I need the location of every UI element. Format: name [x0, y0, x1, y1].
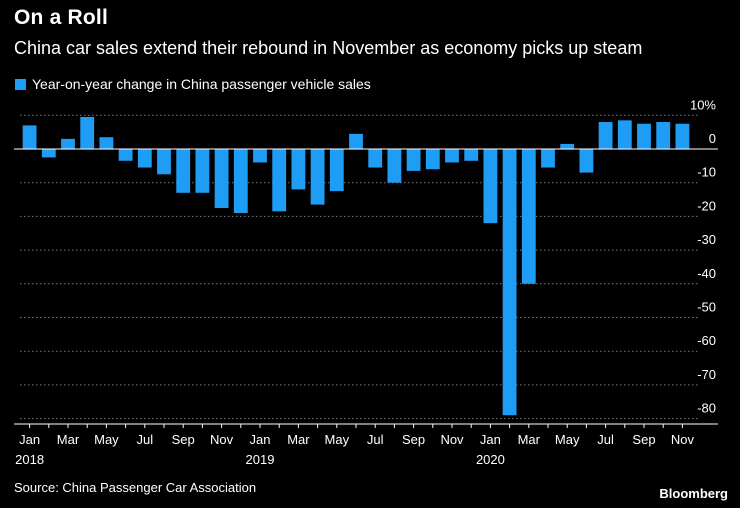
bar: [118, 149, 133, 161]
source-note: Source: China Passenger Car Association: [14, 480, 257, 495]
x-tick-label: Mar: [57, 432, 80, 447]
axes: 10% 0 -10 -20 -30 -40 -50 -60 -70 -80 Jan Mar May Jul…: [14, 97, 718, 467]
bar: [425, 149, 440, 170]
y-tick-label: -20: [697, 198, 716, 213]
bar: [214, 149, 229, 208]
legend-label: Year-on-year change in China passenger v…: [32, 76, 371, 92]
x-tick-label: Nov: [440, 432, 464, 447]
x-year-label: 2020: [476, 452, 505, 467]
bar: [41, 149, 56, 158]
bar: [176, 149, 191, 193]
bar: [80, 116, 95, 149]
x-tick-label: Jan: [480, 432, 501, 447]
bar: [310, 149, 325, 205]
bar: [22, 125, 37, 149]
y-tick-label: -10: [697, 165, 716, 180]
bar: [387, 149, 402, 183]
bar: [579, 149, 594, 173]
bar: [445, 149, 459, 163]
y-tick-label: -60: [697, 333, 716, 348]
bar: [598, 122, 613, 149]
y-tick-label: 10%: [690, 97, 716, 112]
bar: [464, 149, 479, 161]
chart-title: On a Roll: [14, 6, 108, 29]
bar: [195, 149, 210, 193]
x-year-label: 2018: [15, 452, 44, 467]
bar: [502, 149, 517, 416]
x-tick-label: Sep: [172, 432, 195, 447]
x-tick-label: Sep: [402, 432, 425, 447]
x-tick-label: Sep: [632, 432, 655, 447]
bar: [253, 149, 267, 163]
y-tick-label: -50: [697, 300, 716, 315]
x-tick-label: May: [325, 432, 350, 447]
y-tick-label: -70: [697, 367, 716, 382]
bar: [349, 133, 363, 149]
y-tick-label: -80: [697, 401, 716, 416]
bar: [368, 149, 383, 168]
bar: [560, 143, 575, 149]
x-tick-label: Nov: [671, 432, 695, 447]
bar: [406, 149, 421, 171]
x-tick-label: May: [555, 432, 580, 447]
chart-subtitle: China car sales extend their rebound in …: [14, 38, 643, 58]
x-tick-label: Jul: [367, 432, 384, 447]
x-tick-label: Mar: [287, 432, 310, 447]
bar: [675, 123, 690, 149]
y-tick-label: -30: [697, 232, 716, 247]
bars: [22, 116, 690, 416]
x-tick-label: Jul: [136, 432, 153, 447]
bar: [617, 120, 632, 149]
bar: [137, 149, 152, 168]
x-tick-label: Jul: [597, 432, 614, 447]
y-tick-label: -40: [697, 266, 716, 281]
bar: [541, 149, 555, 168]
x-tick-label: Jan: [19, 432, 40, 447]
x-tick-label: Jan: [250, 432, 271, 447]
bar: [99, 137, 114, 149]
bar: [637, 123, 651, 149]
bar: [291, 149, 306, 190]
legend-swatch: [15, 78, 26, 90]
y-tick-label: 0: [709, 131, 716, 146]
gridlines: [20, 114, 700, 420]
bar: [61, 138, 75, 149]
bar: [157, 149, 171, 175]
x-tick-label: May: [94, 432, 119, 447]
bar: [329, 149, 344, 192]
bar: [521, 149, 536, 284]
bar: [233, 149, 248, 214]
legend: Year-on-year change in China passenger v…: [15, 76, 371, 92]
bar: [656, 122, 671, 149]
bar: [483, 149, 498, 224]
x-year-label: 2019: [246, 452, 275, 467]
bar: [272, 149, 287, 212]
x-tick-label: Nov: [210, 432, 234, 447]
bloomberg-logo: Bloomberg: [659, 486, 728, 501]
x-tick-label: Mar: [518, 432, 541, 447]
